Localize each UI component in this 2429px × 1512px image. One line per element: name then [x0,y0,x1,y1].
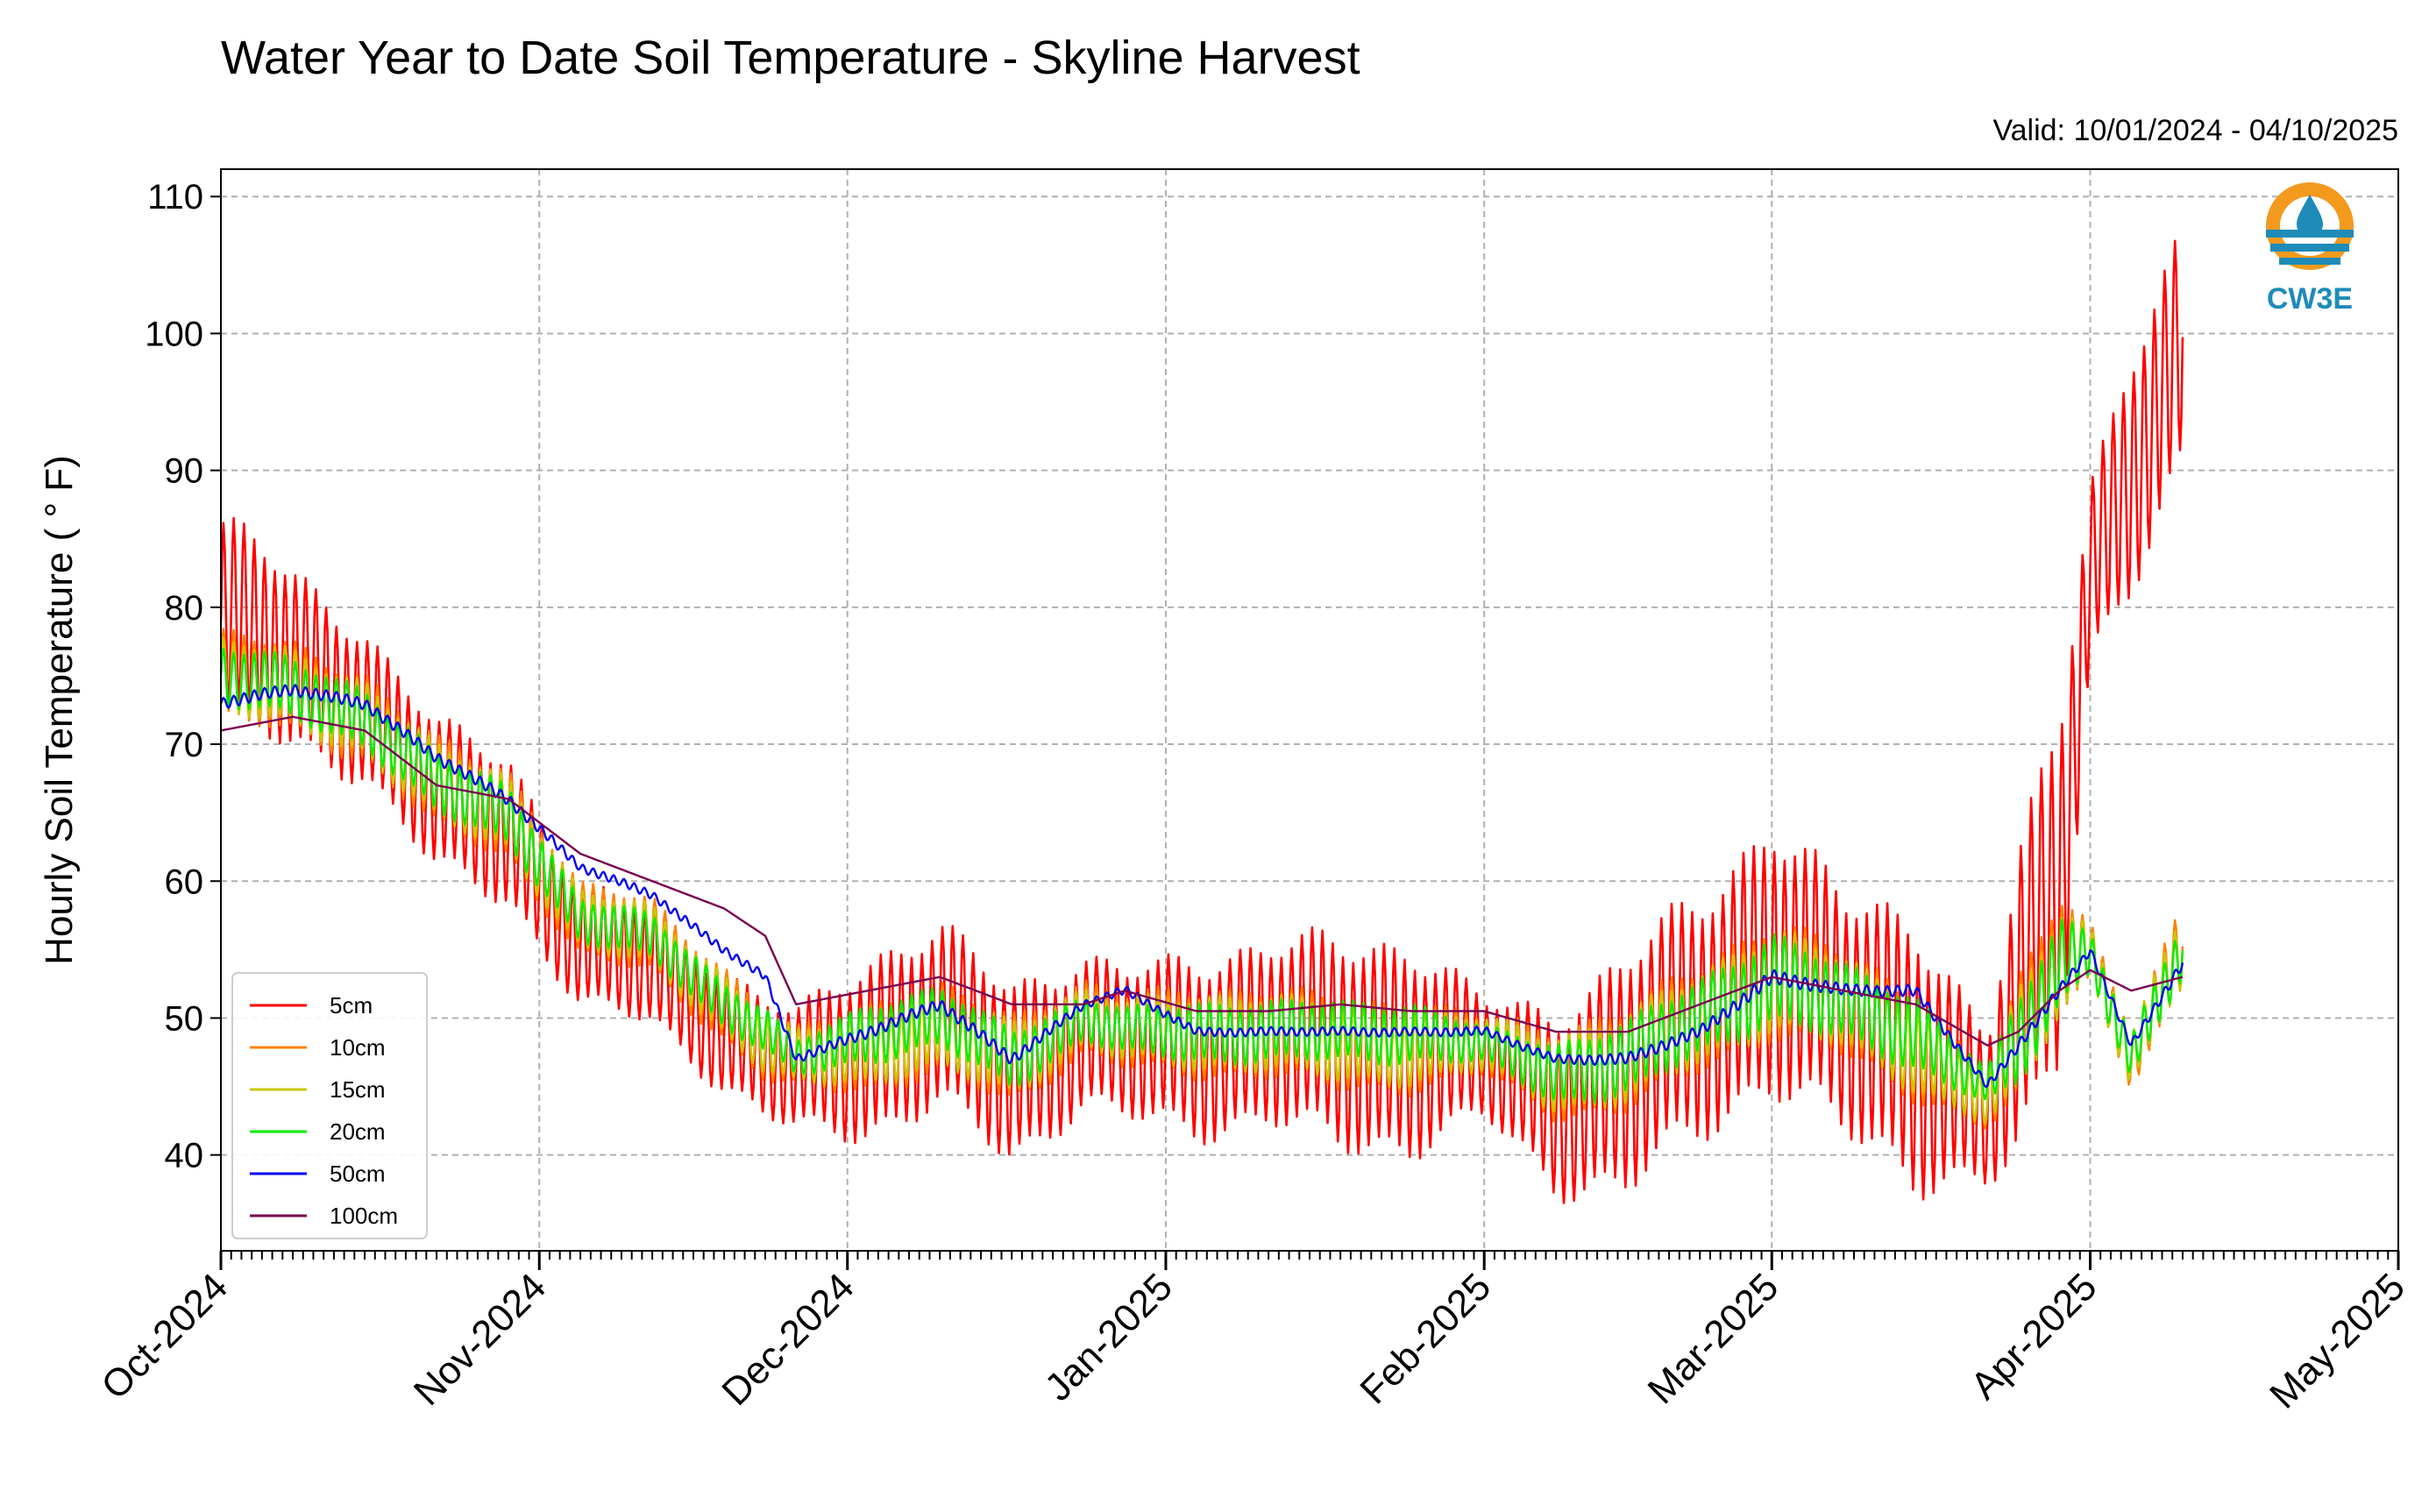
y-tick-label: 50 [165,999,204,1038]
legend-box [231,972,428,1239]
y-tick-label: 70 [165,726,204,764]
logo-text: CW3E [2267,282,2353,316]
legend-label: 15cm [330,1076,386,1103]
y-tick-label: 110 [147,178,203,217]
legend-label: 10cm [330,1034,386,1061]
series-line-50cm [221,684,2184,1089]
y-tick-label: 100 [145,315,203,353]
legend-label: 50cm [330,1161,386,1187]
legend: 5cm 10cm 15cm 20cm 50cm 100cm [231,972,428,1239]
y-axis-label: Hourly Soil Temperature ( ° F) [38,455,81,965]
plot-area [221,239,2184,1204]
y-tick-label: 80 [165,589,204,628]
chart-title: Water Year to Date Soil Temperature - Sk… [221,32,1360,84]
cw3e-logo: CW3E [2266,182,2354,316]
legend-label: 20cm [330,1118,386,1145]
series-lines [221,239,2184,1204]
y-axis: 40 50 60 70 80 90 100 110 [145,178,221,1175]
legend-label: 100cm [330,1203,398,1229]
legend-label: 5cm [330,992,373,1019]
y-tick-label: 40 [165,1137,204,1175]
y-tick-label: 60 [165,862,204,901]
water-drop-icon [2266,182,2354,270]
series-line-100cm [221,715,2184,1047]
valid-date-range: Valid: 10/01/2024 - 04/10/2025 [1992,114,2398,147]
y-tick-label: 90 [165,452,204,491]
